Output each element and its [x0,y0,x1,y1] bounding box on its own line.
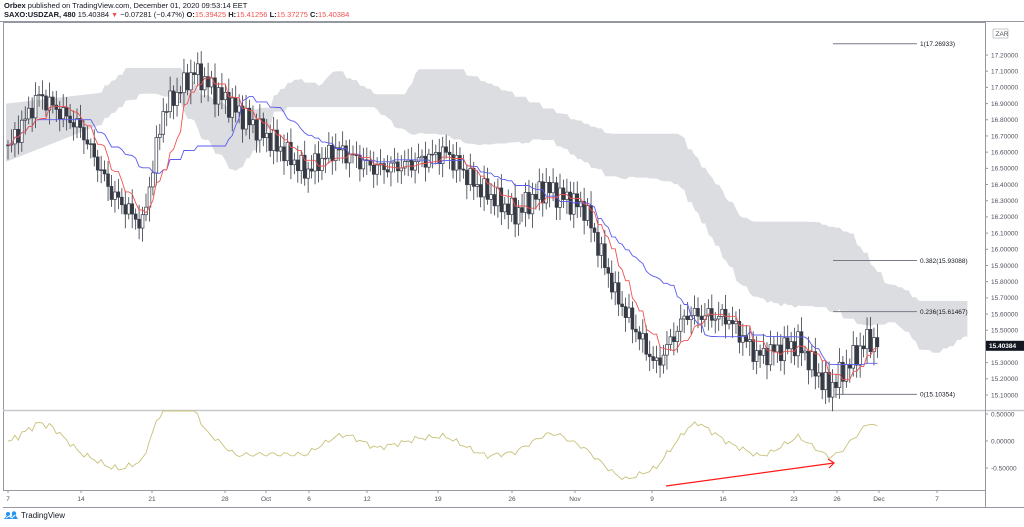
price-tick-label: 16.90000 [991,101,1018,108]
time-tick-label: 19 [434,496,442,503]
tradingview-brand: TradingView [21,511,66,520]
price-tick-label: 15.90000 [991,263,1018,270]
price-tick-label: 16.80000 [991,117,1018,124]
publisher-name: Orbex [4,1,26,10]
time-tick-label: 21 [148,496,156,503]
open-value: 15.39425 [194,10,227,19]
down-triangle-icon: ▼ [111,12,119,19]
time-tick-label: 7 [935,496,939,503]
fib-level-label: 0.382(15.93088) [920,258,968,265]
price-tick-label: 16.50000 [991,166,1018,173]
fibonacci-retracement[interactable]: 1(17.26933) 0.382(15.93088) 0.236(15.61467… [833,41,968,399]
price-tick-label: 15.50000 [991,328,1018,335]
price-tick-label: 16.10000 [991,230,1018,237]
fib-level-label: 0(15.10354) [920,392,955,399]
price-tick-label: 15.60000 [991,311,1018,318]
price-change: −0.07281 (−0.47%) [120,10,185,19]
symbol-legend: SAXO:USDZAR, 480 15.40384 ▼ −0.07281 (−0… [4,10,349,19]
time-tick-label: 7 [6,496,10,503]
price-tick-label: 17.00000 [991,85,1018,92]
last-price: 15.40384 [77,10,110,19]
price-tick-label: 16.30000 [991,198,1018,205]
osc-tick-label: -0.50000 [991,465,1017,472]
ichimoku-lines [7,76,878,381]
time-tick-label: Dec [873,496,885,503]
close-label: C: [310,10,318,19]
low-label: L: [269,10,277,19]
osc-tick-label: 0.00000 [991,438,1015,445]
price-tick-label: 16.40000 [991,182,1018,189]
header-divider [0,21,1024,22]
high-label: H: [228,10,237,19]
publish-info: Orbex published on TradingView.com, Dece… [4,1,247,10]
price-tick-label: 15.80000 [991,279,1018,286]
price-tick-label: 16.70000 [991,133,1018,140]
time-tick-label: Oct [261,496,271,503]
kijun-line [7,95,878,365]
low-value: 15.37275 [276,10,308,19]
published-text: published on TradingView.com, December 0… [27,1,248,10]
fib-level-label: 1(17.26933) [920,41,955,48]
arrow-head-icon [827,458,835,469]
time-tick-label: 12 [363,496,371,503]
oscillator-line [7,410,878,481]
price-tick-label: 15.10000 [991,392,1018,399]
price-tick-label: 15.30000 [991,360,1018,367]
price-tick-label: 15.20000 [991,376,1018,383]
last-price-label: 15.40384 [989,343,1016,350]
tradingview-footer[interactable]: TradingView [4,511,65,520]
price-axis[interactable]: 17.20000 17.10000 17.00000 16.90000 16.80000… [985,28,1024,472]
symbol-name[interactable]: SAXO:USDZAR, 480 [4,10,76,19]
time-axis[interactable]: 7 14 21 28 Oct 6 12 19 26 Nov 9 16 23 26 Dec 7 [6,490,939,503]
time-tick-label: 28 [221,496,229,503]
time-tick-label: 9 [650,496,654,503]
price-tick-label: 15.70000 [991,295,1018,302]
tenkan-line [7,76,878,381]
currency-badge: ZAR [996,31,1009,38]
divergence-arrow [665,462,835,487]
high-value: 15.41256 [236,10,268,19]
ichimoku-cloud [6,67,968,353]
tradingview-logo-icon [4,511,18,519]
price-tick-label: 16.60000 [991,149,1018,156]
fib-level-label: 0.236(15.61467) [920,309,968,316]
price-tick-label: 17.20000 [991,52,1018,59]
time-tick-label: 23 [790,496,798,503]
price-tick-label: 16.00000 [991,247,1018,254]
candlesticks [6,51,880,412]
price-tick-label: 16.20000 [991,214,1018,221]
close-value: 15.40384 [317,10,350,19]
time-tick-label: 26 [508,496,516,503]
open-label: O: [186,10,195,19]
time-tick-label: 6 [307,496,311,503]
time-tick-label: 16 [719,496,727,503]
price-tick-label: 17.10000 [991,68,1018,75]
time-tick-label: Nov [569,496,581,503]
osc-tick-label: 0.50000 [991,411,1015,418]
time-tick-label: 14 [77,496,85,503]
oscillator-pane [7,410,878,487]
time-tick-label: 26 [833,496,841,503]
